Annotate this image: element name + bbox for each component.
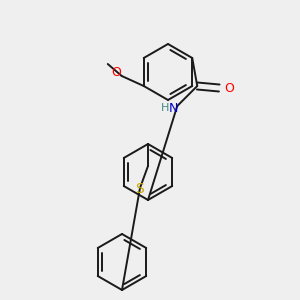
Text: O: O [111, 67, 121, 80]
Text: O: O [224, 82, 234, 94]
Text: S: S [135, 182, 143, 196]
Text: N: N [169, 101, 178, 115]
Text: H: H [161, 103, 170, 113]
